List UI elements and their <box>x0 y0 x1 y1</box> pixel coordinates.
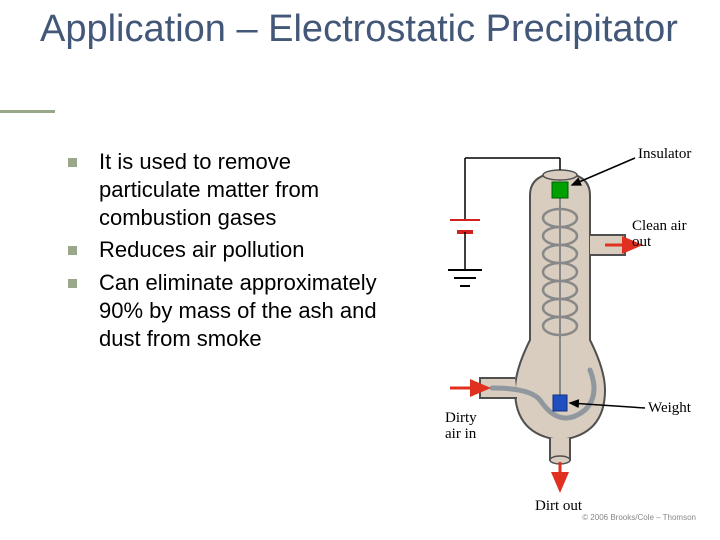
list-item: It is used to remove particulate matter … <box>68 148 393 232</box>
bullet-icon <box>68 246 77 255</box>
label-weight: Weight <box>648 400 692 416</box>
bullet-text: Reduces air pollution <box>99 236 304 264</box>
arrow-insulator-label <box>572 158 635 185</box>
label-dirt-out: Dirt out <box>535 498 583 514</box>
bullet-icon <box>68 158 77 167</box>
weight-icon <box>553 395 567 411</box>
title-underline <box>0 110 55 113</box>
bullet-icon <box>68 279 77 288</box>
label-dirty-air: Dirty air in <box>445 410 480 442</box>
bullet-text: Can eliminate approximately 90% by mass … <box>99 269 393 353</box>
bullet-text: It is used to remove particulate matter … <box>99 148 393 232</box>
slide-title: Application – Electrostatic Precipitator <box>40 8 680 52</box>
label-clean-air: Clean air out <box>632 218 690 250</box>
copyright-text: © 2006 Brooks/Cole – Thomson <box>582 513 696 522</box>
label-insulator: Insulator <box>638 146 691 162</box>
bullet-list: It is used to remove particulate matter … <box>68 148 393 357</box>
slide: Application – Electrostatic Precipitator… <box>0 0 720 540</box>
list-item: Reduces air pollution <box>68 236 393 264</box>
insulator-icon <box>552 182 568 198</box>
precipitator-diagram: Insulator Clean air out Dirty air in Wei… <box>410 140 700 520</box>
list-item: Can eliminate approximately 90% by mass … <box>68 269 393 353</box>
